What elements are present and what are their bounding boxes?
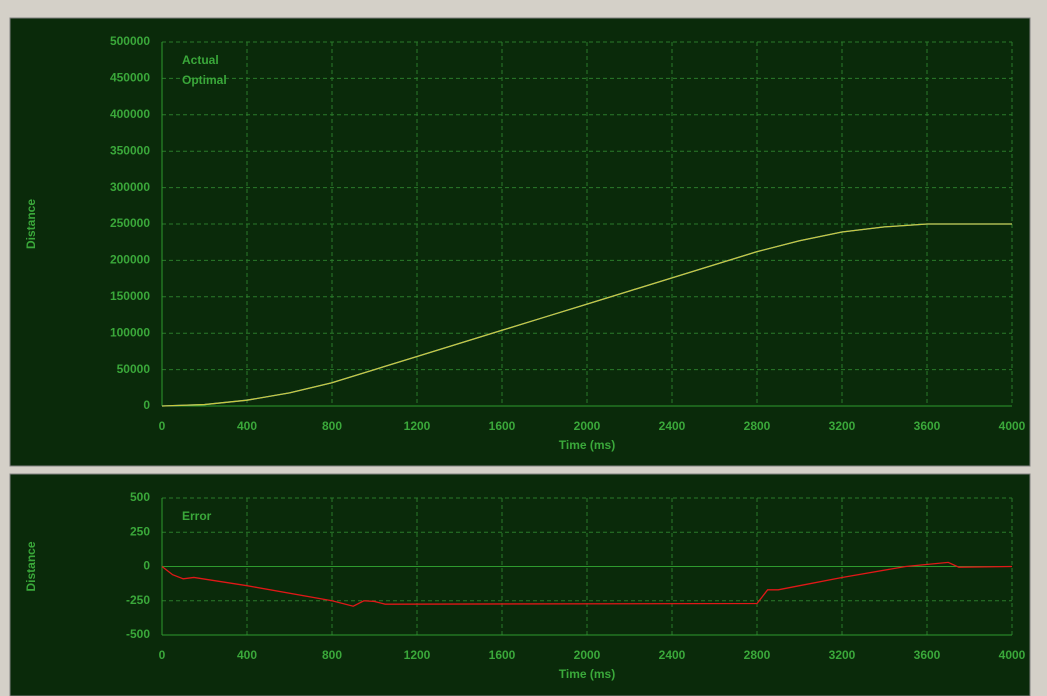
x-tick-label: 1200 — [404, 419, 431, 433]
x-tick-label: 2400 — [659, 648, 686, 662]
y-axis-label: Distance — [24, 541, 38, 591]
y-tick-label: 350000 — [110, 143, 150, 157]
y-tick-label: -500 — [126, 627, 150, 641]
y-tick-label: 150000 — [110, 289, 150, 303]
y-tick-label: 500000 — [110, 34, 150, 48]
x-tick-label: 2400 — [659, 419, 686, 433]
y-tick-label: 250 — [130, 524, 150, 538]
x-axis-label: Time (ms) — [559, 667, 615, 681]
x-tick-label: 1600 — [489, 419, 516, 433]
y-tick-label: 0 — [143, 559, 150, 573]
y-tick-label: 100000 — [110, 325, 150, 339]
legend-entry: Optimal — [182, 73, 227, 87]
y-tick-label: -250 — [126, 593, 150, 607]
x-tick-label: 400 — [237, 419, 257, 433]
x-tick-label: 4000 — [999, 648, 1026, 662]
x-tick-label: 3200 — [829, 648, 856, 662]
y-tick-label: 500 — [130, 490, 150, 504]
y-axis-label: Distance — [24, 199, 38, 249]
x-tick-label: 3200 — [829, 419, 856, 433]
x-tick-label: 2800 — [744, 419, 771, 433]
x-tick-label: 2800 — [744, 648, 771, 662]
series-line — [161, 561, 1013, 607]
top-panel — [9, 17, 1031, 467]
series-line — [161, 223, 1012, 407]
x-tick-label: 0 — [159, 419, 166, 433]
x-tick-label: 1200 — [404, 648, 431, 662]
x-tick-label: 800 — [322, 419, 342, 433]
y-tick-label: 50000 — [117, 362, 151, 376]
y-tick-label: 300000 — [110, 180, 150, 194]
x-axis-label: Time (ms) — [559, 438, 615, 452]
bottom-panel — [9, 473, 1031, 696]
y-tick-label: 200000 — [110, 253, 150, 267]
x-tick-label: 2000 — [574, 419, 601, 433]
x-tick-label: 3600 — [914, 648, 941, 662]
x-tick-label: 4000 — [999, 419, 1026, 433]
x-tick-label: 3600 — [914, 419, 941, 433]
x-tick-label: 0 — [159, 648, 166, 662]
y-tick-label: 250000 — [110, 216, 150, 230]
y-tick-label: 400000 — [110, 107, 150, 121]
x-tick-label: 1600 — [489, 648, 516, 662]
y-tick-label: 450000 — [110, 71, 150, 85]
x-tick-label: 400 — [237, 648, 257, 662]
legend-entry: Actual — [182, 53, 219, 67]
y-tick-label: 0 — [143, 398, 150, 412]
x-tick-label: 2000 — [574, 648, 601, 662]
x-tick-label: 800 — [322, 648, 342, 662]
legend-entry: Error — [182, 509, 212, 523]
